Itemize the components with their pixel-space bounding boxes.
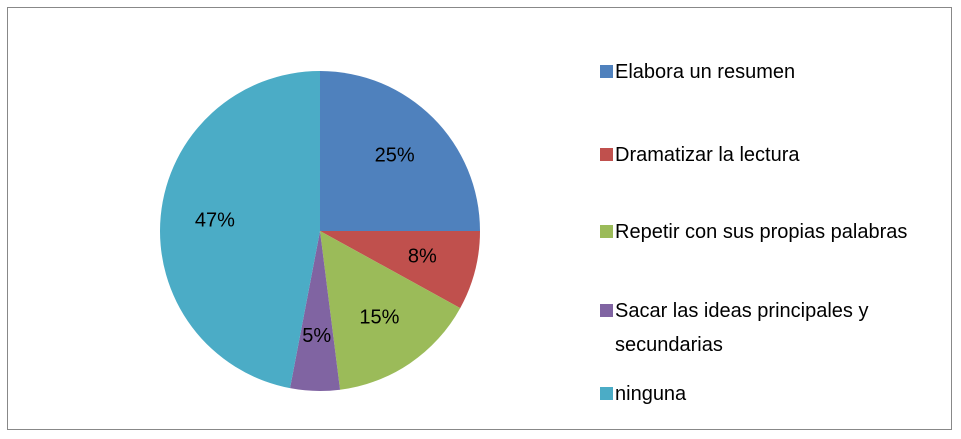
legend-swatch bbox=[600, 148, 613, 161]
pie-slice bbox=[320, 231, 480, 309]
data-label: 25% bbox=[375, 145, 415, 167]
data-label: 47% bbox=[195, 209, 235, 231]
legend-swatch bbox=[600, 65, 613, 78]
legend-label: Dramatizar la lectura bbox=[615, 144, 800, 166]
chart-border bbox=[7, 7, 952, 430]
legend-swatch bbox=[600, 304, 613, 317]
legend-swatch bbox=[600, 225, 613, 238]
legend-item: Sacar las ideas principales y secundaria… bbox=[600, 294, 945, 362]
data-label: 5% bbox=[302, 325, 331, 347]
legend-item: ninguna bbox=[600, 377, 945, 411]
legend-item: Dramatizar la lectura bbox=[600, 138, 945, 172]
legend-label: Repetir con sus propias palabras bbox=[615, 221, 908, 243]
legend-label: Elabora un resumen bbox=[615, 61, 796, 83]
legend-swatch bbox=[600, 387, 613, 400]
data-label: 15% bbox=[359, 307, 399, 329]
data-label: 8% bbox=[408, 246, 437, 268]
legend-item: Elabora un resumen bbox=[600, 55, 945, 89]
legend-label: Sacar las ideas principales y secundaria… bbox=[615, 300, 869, 356]
pie-slice bbox=[320, 231, 461, 390]
legend-item: Repetir con sus propias palabras bbox=[600, 215, 945, 249]
pie-slice bbox=[159, 71, 320, 389]
legend-label: ninguna bbox=[615, 383, 687, 405]
pie-slice bbox=[320, 71, 480, 231]
pie-slice bbox=[290, 231, 341, 391]
